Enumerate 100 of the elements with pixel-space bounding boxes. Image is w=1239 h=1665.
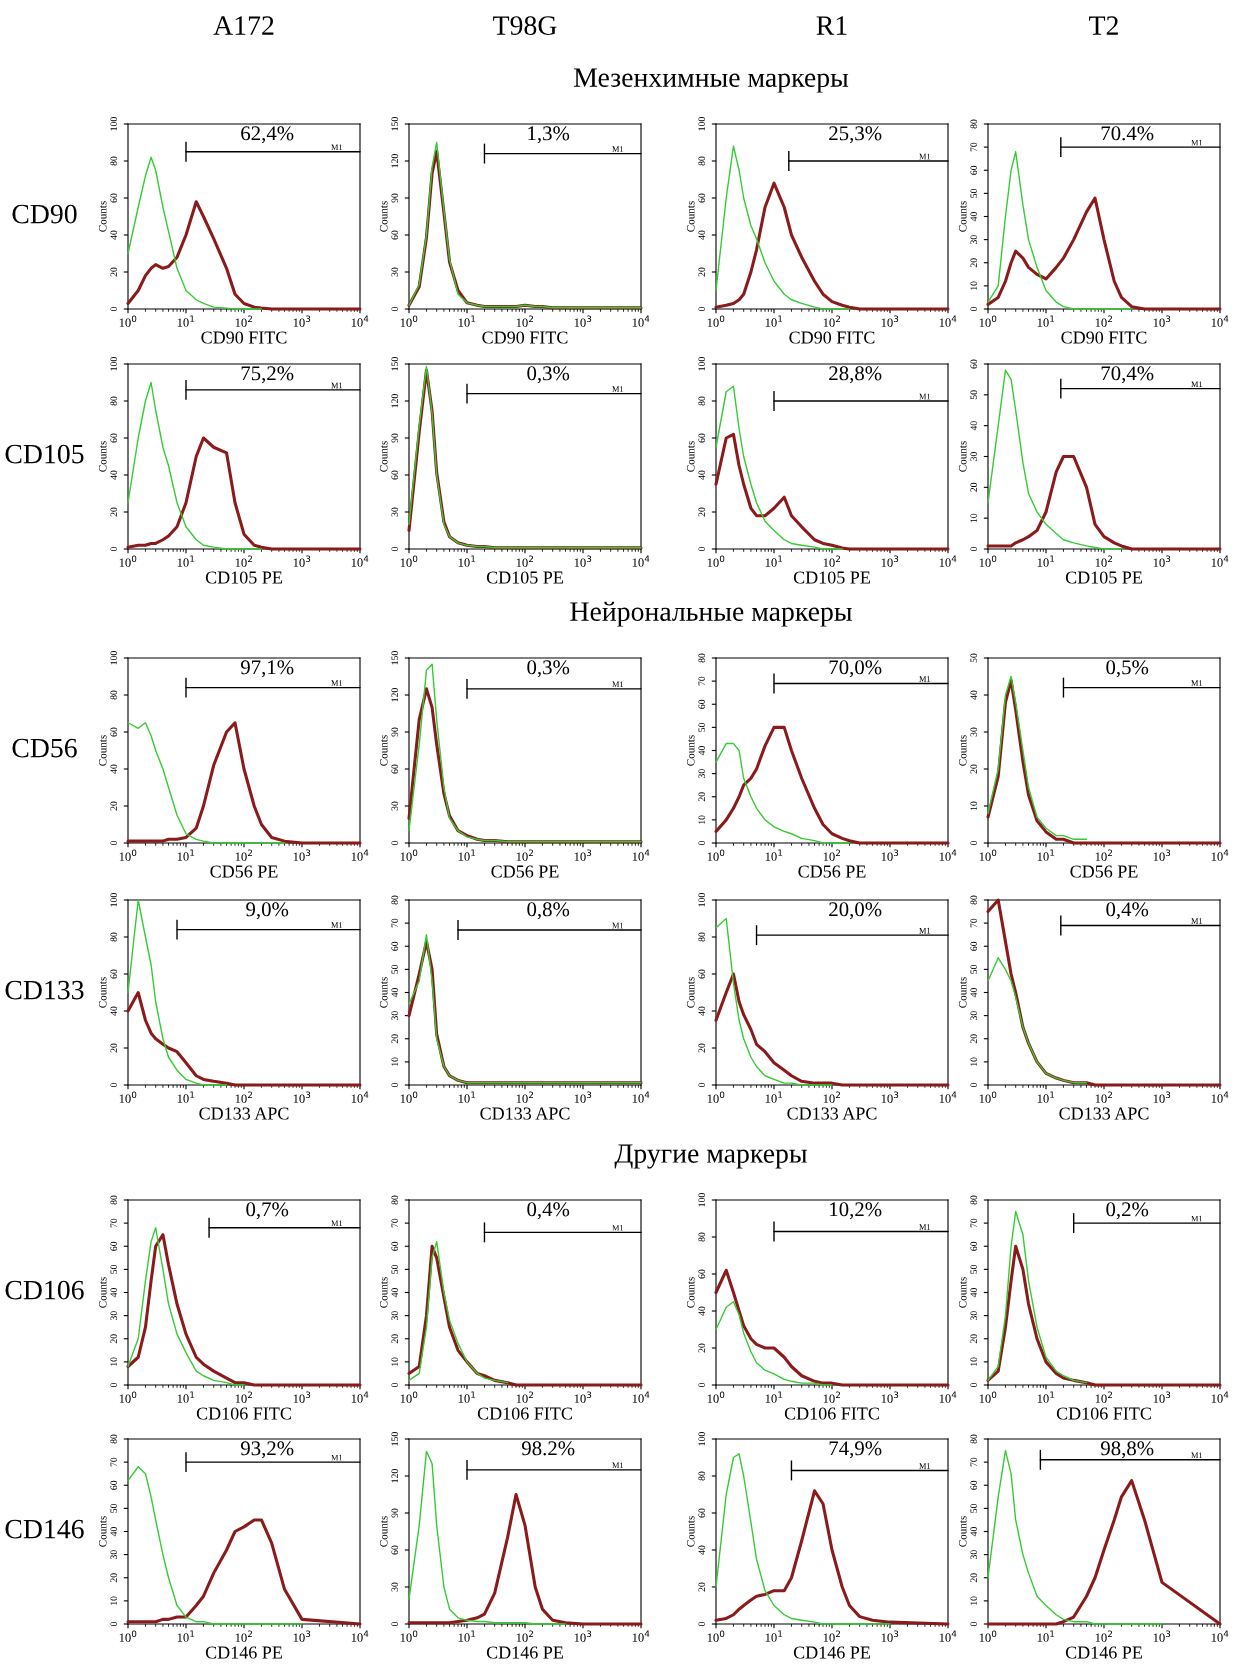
x-axis-title: CD105 PE	[793, 571, 870, 584]
y-tick-label: 0	[110, 306, 117, 312]
y-tick-label: 80	[698, 396, 705, 406]
y-tick-label: 0	[110, 1082, 117, 1088]
x-tick-label: 10$^{2}$	[516, 1630, 533, 1642]
x-tick-label: 10$^{0}$	[979, 555, 997, 567]
x-tick-label: 10$^{1}$	[765, 1391, 783, 1403]
y-tick-label: 80	[970, 895, 977, 905]
y-tick-label: 40	[698, 1006, 705, 1016]
series-label: M1	[919, 1463, 931, 1469]
x-tick-label: 10$^{0}$	[119, 1630, 137, 1642]
x-tick-label: 10$^{0}$	[400, 1391, 418, 1403]
series-label: M1	[331, 680, 343, 686]
y-tick-label: 60	[698, 1508, 705, 1518]
y-tick-label: 20	[970, 1334, 977, 1344]
x-tick-label: 10$^{2}$	[235, 1630, 252, 1642]
x-axis-title: CD105 PE	[486, 571, 563, 584]
x-tick-label: 10$^{1}$	[1037, 315, 1055, 327]
y-tick-label: 30	[970, 452, 977, 461]
y-tick-label: 0	[110, 1621, 117, 1627]
y-tick-label: 40	[698, 1306, 705, 1316]
x-tick-label: 10$^{2}$	[235, 315, 252, 327]
y-tick-label: 30	[391, 1011, 398, 1021]
x-tick-label: 10$^{0}$	[400, 315, 418, 327]
y-tick-label: 60	[391, 470, 398, 480]
chart-title: T2	[1089, 16, 1118, 35]
y-tick-label: 90	[391, 1508, 398, 1518]
y-tick-label: 30	[970, 1311, 977, 1321]
annotation: 9,0%	[246, 902, 289, 920]
x-tick-label: 10$^{2}$	[823, 1391, 840, 1403]
x-tick-label: 10$^{3}$	[1153, 849, 1171, 861]
x-tick-label: 10$^{0}$	[119, 849, 137, 861]
y-axis-title: Counts	[380, 201, 388, 232]
x-tick-label: 10$^{3}$	[293, 315, 311, 327]
annotation: 0,2%	[1106, 1202, 1149, 1220]
text: CD56	[12, 738, 77, 758]
y-tick-label: 10	[110, 1357, 117, 1366]
x-tick-label: 10$^{3}$	[881, 1391, 899, 1403]
x-tick-label: 10$^{0}$	[400, 849, 418, 861]
x-tick-label: 10$^{3}$	[881, 555, 899, 567]
y-axis-title: Counts	[380, 441, 388, 472]
y-tick-label: 80	[698, 156, 705, 166]
y-axis-title: Counts	[687, 1277, 695, 1308]
x-tick-label: 10$^{1}$	[177, 315, 195, 327]
y-axis-title: Counts	[959, 201, 967, 232]
y-tick-label: 80	[970, 1195, 977, 1205]
x-tick-label: 10$^{0}$	[119, 1391, 137, 1403]
x-tick-label: 10$^{4}$	[939, 315, 957, 327]
y-tick-label: 80	[110, 1195, 117, 1205]
x-tick-label: 10$^{1}$	[177, 555, 195, 567]
y-tick-label: 50	[970, 188, 977, 198]
y-axis-title: Counts	[687, 977, 695, 1008]
x-axis-title: CD106 FITC	[477, 1407, 572, 1420]
y-tick-label: 80	[110, 932, 117, 942]
y-tick-label: 120	[391, 688, 398, 702]
y-axis-title: Counts	[99, 1516, 107, 1547]
y-tick-label: 0	[110, 1382, 117, 1388]
annotation: 98,8%	[1100, 1441, 1154, 1459]
x-tick-label: 10$^{4}$	[632, 315, 650, 327]
x-tick-label: 10$^{4}$	[351, 849, 369, 861]
x-tick-label: 10$^{3}$	[1153, 1091, 1171, 1103]
x-tick-label: 10$^{4}$	[632, 849, 650, 861]
y-tick-label: 80	[970, 119, 977, 129]
y-tick-label: 60	[698, 969, 705, 979]
y-axis-title: Counts	[99, 735, 107, 766]
y-axis-title: Counts	[99, 977, 107, 1008]
x-tick-label: 10$^{1}$	[177, 1091, 195, 1103]
x-tick-label: 10$^{2}$	[823, 315, 840, 327]
y-tick-label: 20	[110, 801, 117, 811]
y-tick-label: 60	[391, 230, 398, 240]
x-axis-title: CD90 FITC	[1061, 331, 1147, 344]
x-tick-label: 10$^{2}$	[235, 555, 252, 567]
y-tick-label: 50	[391, 1264, 398, 1274]
y-tick-label: 120	[391, 394, 398, 408]
x-tick-label: 10$^{0}$	[400, 1091, 418, 1103]
x-tick-label: 10$^{0}$	[979, 1091, 997, 1103]
x-axis-title: CD56 PE	[491, 865, 559, 878]
y-axis-title: Counts	[99, 1277, 107, 1308]
y-tick-label: 20	[110, 1334, 117, 1344]
x-tick-label: 10$^{2}$	[1095, 849, 1112, 861]
x-tick-label: 10$^{2}$	[1095, 555, 1112, 567]
x-axis-title: CD105 PE	[205, 571, 282, 584]
x-tick-label: 10$^{4}$	[632, 1630, 650, 1642]
y-tick-label: 40	[110, 230, 117, 240]
y-tick-label: 60	[391, 941, 398, 951]
y-tick-label: 80	[391, 1195, 398, 1205]
x-tick-label: 10$^{1}$	[458, 555, 476, 567]
x-tick-label: 10$^{4}$	[939, 849, 957, 861]
annotation: 25,3%	[829, 126, 882, 144]
y-tick-label: 60	[110, 727, 117, 737]
x-axis-title: CD105 PE	[1065, 571, 1142, 584]
x-axis-title: CD133 APC	[787, 1107, 877, 1120]
series-label: M1	[331, 922, 343, 928]
y-tick-label: 80	[698, 1471, 705, 1481]
x-tick-label: 10$^{0}$	[400, 555, 418, 567]
y-axis-title: Counts	[959, 735, 967, 766]
x-tick-label: 10$^{1}$	[458, 849, 476, 861]
x-tick-label: 10$^{1}$	[1037, 849, 1055, 861]
y-axis-title: Counts	[959, 441, 967, 472]
y-tick-label: 80	[698, 932, 705, 942]
